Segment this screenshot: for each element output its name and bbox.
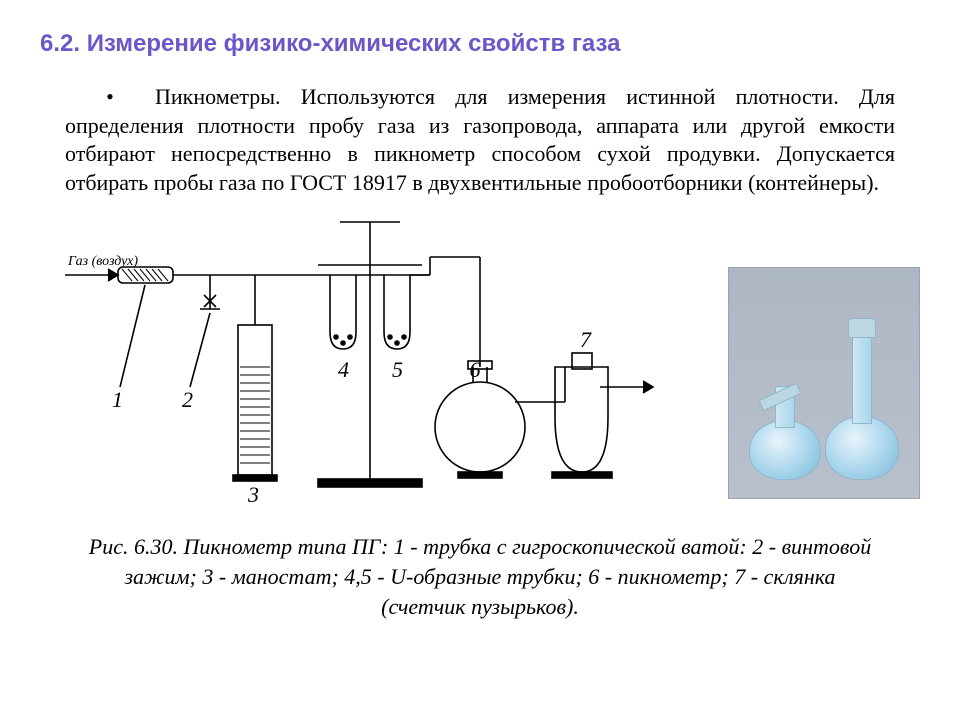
photo-flask-2-neck	[852, 332, 872, 424]
body-text-content: Пикнометры. Используются для измерения и…	[65, 84, 895, 195]
schematic-label-6: 6	[470, 357, 481, 382]
body-paragraph: •Пикнометры. Используются для измерения …	[65, 83, 895, 197]
photo-flask-1-body	[749, 420, 821, 480]
schematic-label-3: 3	[247, 482, 259, 507]
figure-caption: Рис. 6.30. Пикнометр типа ПГ: 1 - трубка…	[80, 532, 880, 621]
schematic-label-2: 2	[182, 387, 193, 412]
schematic-label-5: 5	[392, 357, 403, 382]
section-heading: 6.2. Измерение физико-химических свойств…	[40, 30, 920, 58]
schematic-label-4: 4	[338, 357, 349, 382]
schematic-label-1: 1	[112, 387, 123, 412]
figure-area: Газ (воздух)	[40, 217, 920, 517]
pycnometer-schematic: Газ (воздух)	[60, 217, 660, 507]
pycnometer-photo	[728, 267, 920, 499]
slide: 6.2. Измерение физико-химических свойств…	[0, 0, 960, 720]
schematic-label-7: 7	[580, 327, 592, 352]
bullet-icon: •	[65, 83, 155, 112]
photo-flask-2-stopper	[848, 318, 876, 338]
photo-flask-2-body	[825, 416, 899, 480]
